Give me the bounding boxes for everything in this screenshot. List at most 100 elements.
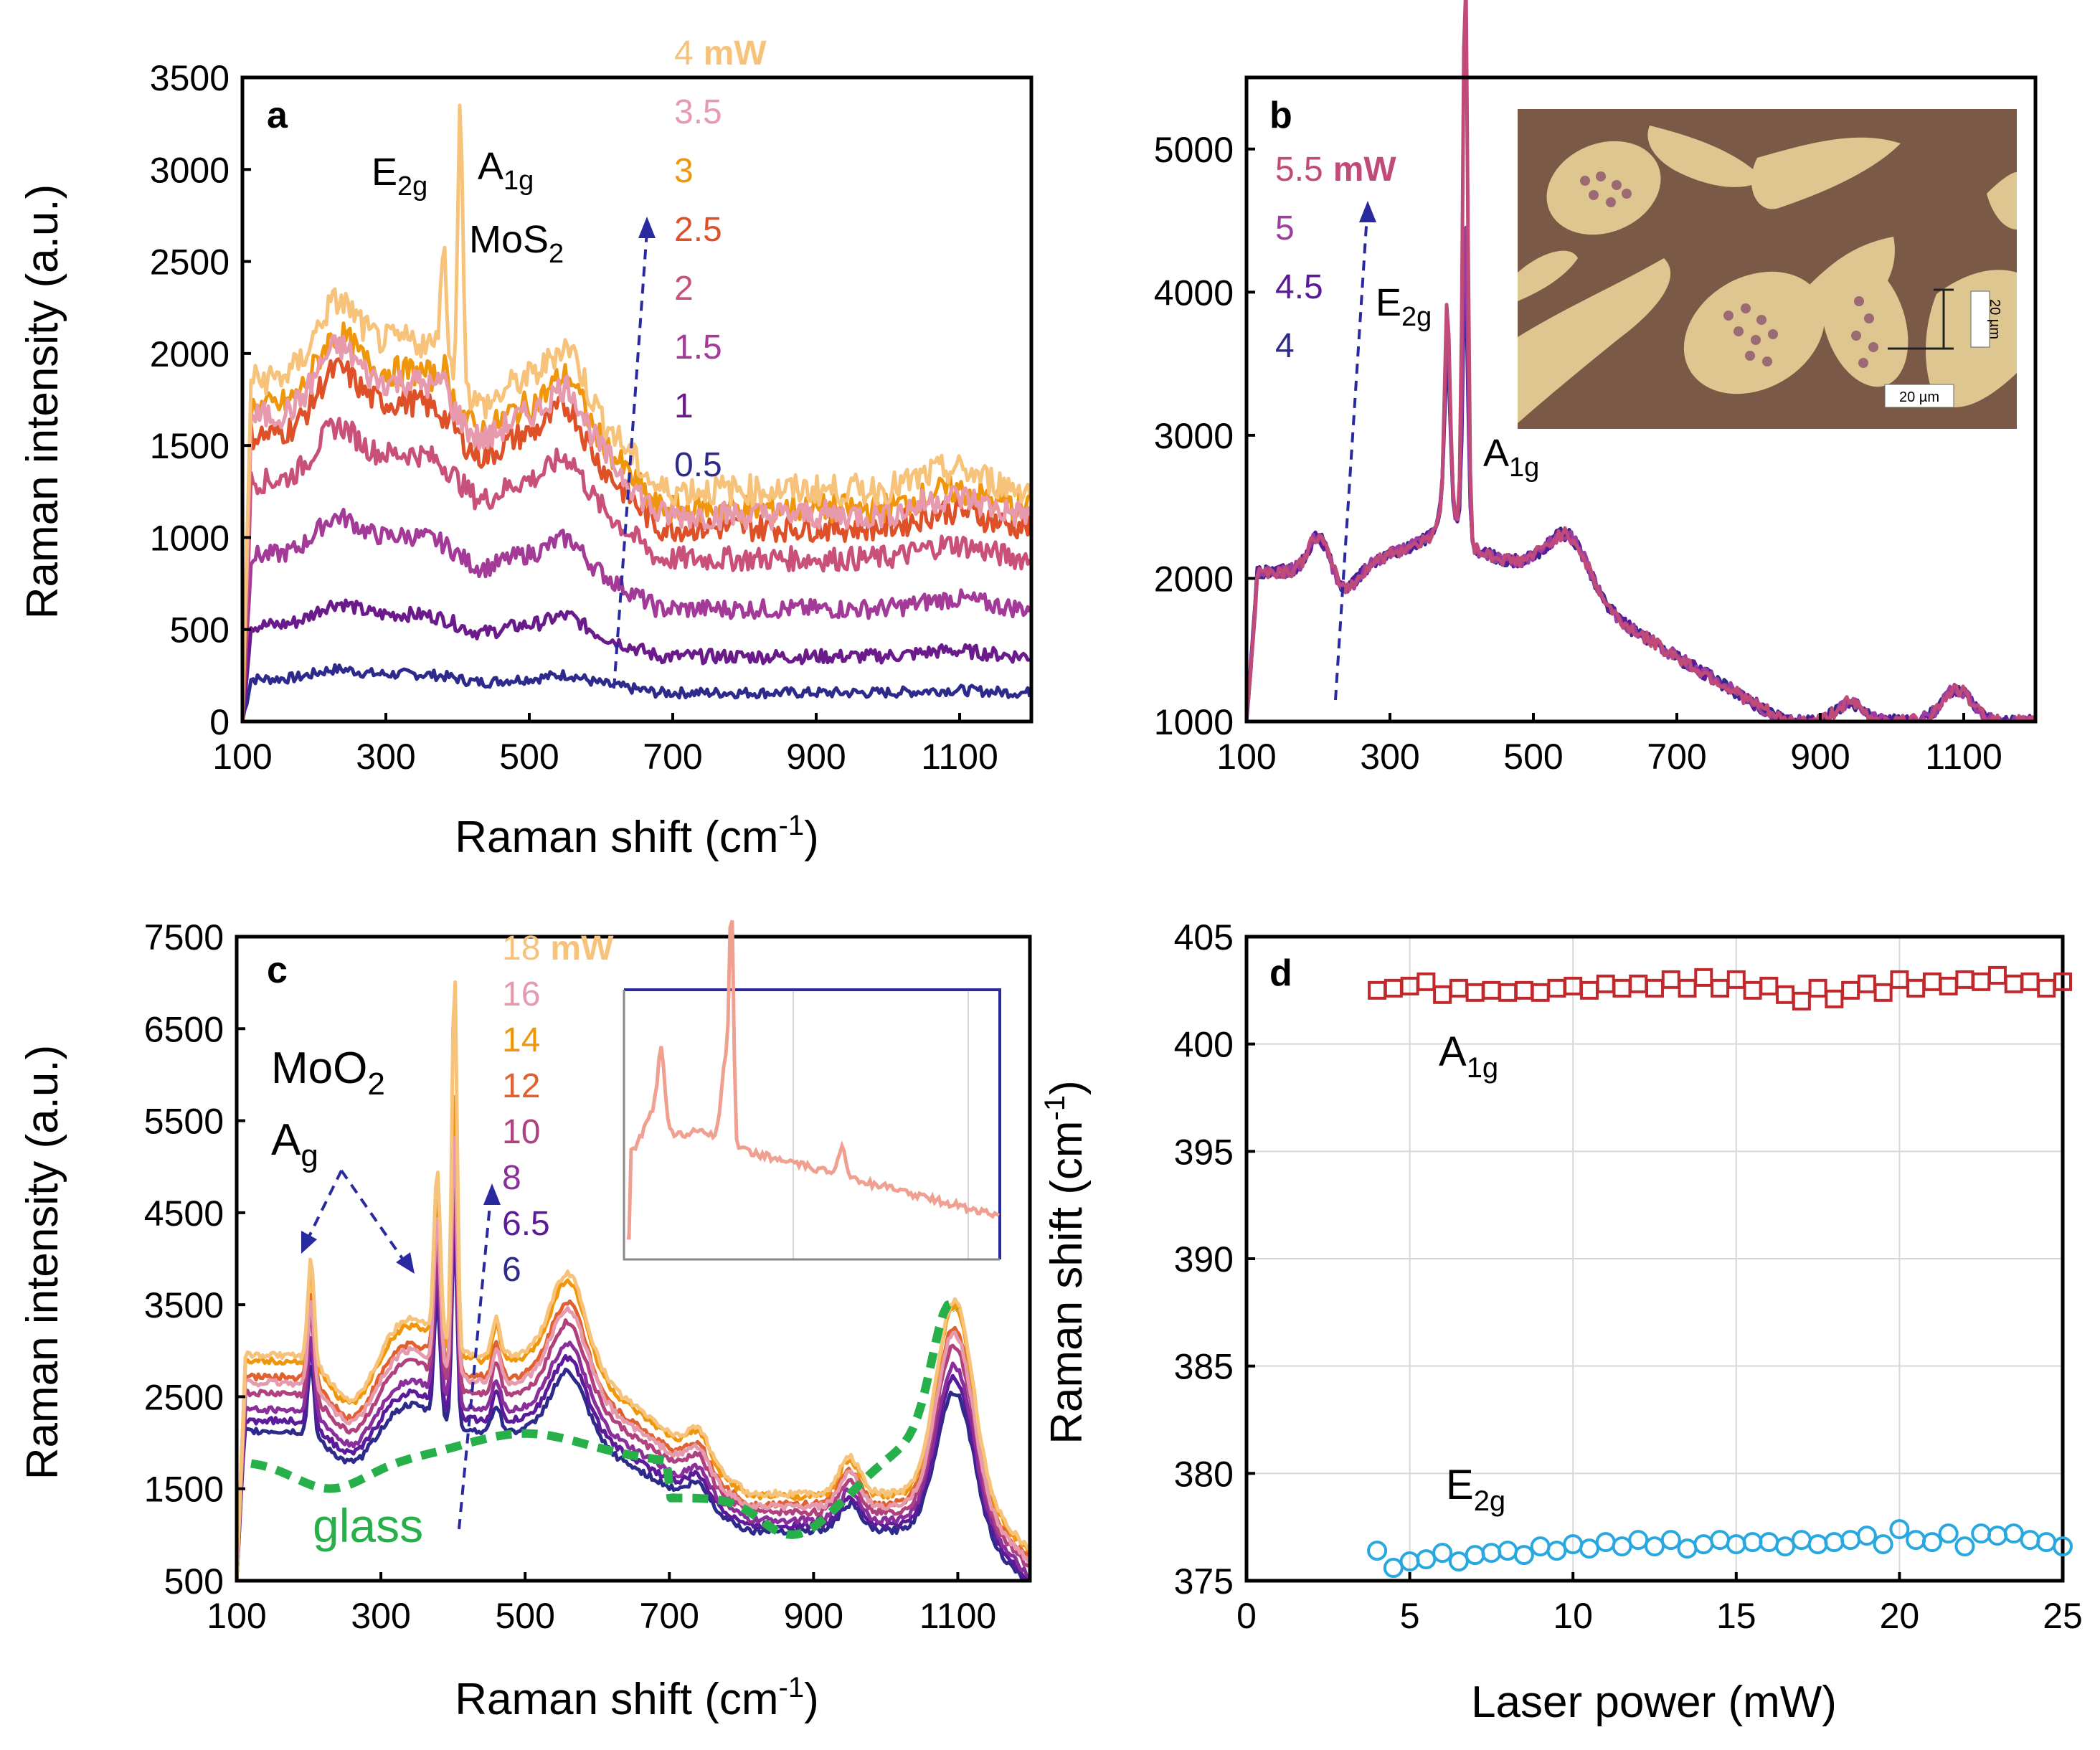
series-line: [240, 321, 1032, 722]
panel-d-ylabel: Raman shift (cm-1): [1039, 1080, 1092, 1444]
panel-c-yticks: 500 1500 2500 3500 4500 5500 6500 7500: [144, 917, 245, 1602]
e2g-point: [1889, 1519, 1910, 1540]
panel-c-trend-arrow: [458, 1197, 492, 1530]
e2g-point: [2053, 1536, 2073, 1557]
panel-b-trend-arrow: [1334, 214, 1368, 701]
panel-a-trend-arrow: [612, 230, 648, 689]
e2g-point: [1448, 1551, 1469, 1572]
xtick-label: 0: [1236, 1596, 1257, 1636]
e2g-point: [1824, 1532, 1845, 1553]
ytick-label: 2000: [150, 334, 230, 374]
panel-b-e2g-label: E2g: [1376, 281, 1432, 332]
ytick-label: 0: [209, 702, 230, 742]
series-line: [240, 663, 1032, 722]
xtick-label: 10: [1553, 1596, 1593, 1636]
ytick-label: 2500: [150, 242, 230, 283]
panel-d-a1g-label: A1g: [1439, 1028, 1498, 1084]
e2g-point: [1383, 1558, 1404, 1579]
xtick-label: 100: [1216, 737, 1276, 777]
legend-entry: 2.5: [674, 211, 722, 249]
ytick-label: 3000: [150, 150, 230, 190]
e2g-point: [1954, 1536, 1975, 1557]
ytick-label: 1500: [144, 1470, 224, 1510]
legend-entry: 14: [502, 1021, 540, 1059]
a1g-point: [1792, 991, 1811, 1011]
a1g-point: [1433, 985, 1452, 1004]
e2g-point: [1921, 1532, 1942, 1553]
legend-entry: 1: [674, 387, 694, 425]
e2g-point: [1775, 1536, 1796, 1557]
series-line: [235, 1157, 1030, 1579]
xtick-label: 700: [1647, 737, 1706, 777]
series-line: [240, 357, 1032, 722]
ytick-label: 5500: [144, 1102, 224, 1142]
e2g-point: [1971, 1523, 1992, 1544]
a1g-point: [1726, 970, 1746, 989]
e2g-point: [2003, 1523, 2024, 1544]
a1g-point: [1416, 972, 1436, 991]
a1g-point: [1465, 983, 1485, 1002]
ytick-label: 1000: [1154, 702, 1234, 742]
ytick-label: 4000: [1154, 273, 1234, 313]
panel-c-xlabel: Raman shift (cm-1): [455, 1672, 819, 1724]
series-line: [235, 1125, 1031, 1581]
xtick-label: 1100: [921, 737, 998, 777]
panel-a-letter: a: [267, 95, 288, 136]
xtick-label: 25: [2043, 1596, 2083, 1636]
e2g-point: [1759, 1532, 1779, 1553]
e2g-point: [2036, 1532, 2057, 1553]
a1g-point: [1514, 980, 1533, 1000]
panel-d-xlabel: Laser power (mW): [1471, 1678, 1837, 1727]
panel-b-scale-text-vertical: 20 µm: [1987, 299, 2002, 339]
a1g-point: [2037, 978, 2056, 998]
panel-b-arrow-head: [1359, 201, 1376, 222]
a1g-point: [1759, 976, 1779, 995]
ytick-label: 6500: [144, 1009, 224, 1049]
ytick-label: 3500: [144, 1285, 224, 1325]
xtick-label: 5: [1400, 1596, 1420, 1636]
e2g-point: [2020, 1530, 2040, 1551]
legend-entry: 18 mW: [502, 930, 614, 968]
e2g-point: [1807, 1534, 1828, 1555]
panel-c-xticks: 100 300 500 700 900 1100: [207, 1572, 996, 1636]
a1g-point: [1711, 978, 1730, 998]
panel-a-xticks: 100 300 500 700 900 1100: [212, 713, 998, 777]
a1g-point: [2004, 974, 2023, 993]
panel-c-glass-label: glass: [313, 1499, 423, 1552]
xtick-label: 500: [495, 1596, 554, 1636]
panel-c-series: [235, 980, 1031, 1583]
series-line: [240, 334, 1032, 722]
a1g-point: [1547, 978, 1566, 998]
panel-c-letter: c: [267, 950, 288, 991]
a1g-point: [1612, 978, 1632, 998]
ytick-label: 390: [1174, 1239, 1234, 1280]
e2g-point: [1498, 1541, 1518, 1561]
a1g-point: [1873, 983, 1893, 1002]
legend-entry: 12: [502, 1067, 540, 1105]
ytick-label: 395: [1174, 1132, 1234, 1172]
legend-entry: 16: [502, 975, 540, 1013]
series-line: [1244, 0, 2036, 724]
e2g-point: [1530, 1536, 1551, 1557]
panel-d-xticks: 0 5 10 15 20 25: [1236, 1572, 2083, 1636]
legend-entry: 3: [674, 152, 694, 190]
series-line: [240, 598, 1031, 722]
legend-entry: 4 mW: [674, 34, 767, 72]
a1g-point: [1661, 970, 1680, 989]
ytick-label: 380: [1174, 1454, 1234, 1494]
panel-d-grid: [1246, 936, 2063, 1581]
a1g-point: [1531, 983, 1550, 1002]
a1g-point: [1776, 985, 1795, 1004]
e2g-point: [1906, 1530, 1926, 1551]
ytick-label: 500: [170, 610, 230, 651]
ytick-label: 400: [1174, 1025, 1234, 1065]
panel-b-a1g-label: A1g: [1483, 432, 1539, 483]
e2g-point: [1546, 1541, 1567, 1561]
legend-entry: 0.5: [674, 446, 722, 484]
a1g-point: [1841, 980, 1860, 1000]
series-line: [240, 417, 1032, 722]
panel-d: 375 380 385 390 395 400 405 0 5 10 15 20 25 d Raman…: [1039, 917, 2083, 1727]
e2g-point: [1416, 1549, 1437, 1570]
a1g-point: [1596, 974, 1615, 993]
